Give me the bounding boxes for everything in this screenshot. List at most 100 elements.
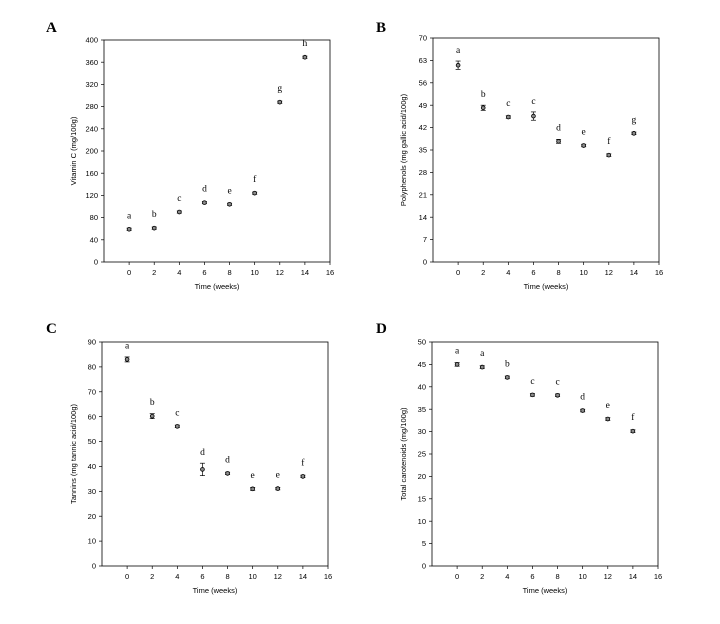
data-point <box>149 413 155 419</box>
y-tick-label: 35 <box>418 405 426 414</box>
x-tick-label: 12 <box>274 572 282 581</box>
y-tick-label: 25 <box>418 450 426 459</box>
x-axis-title: Time (weeks) <box>523 586 568 595</box>
y-tick-label: 20 <box>88 512 96 521</box>
plot-frame <box>101 341 329 567</box>
y-tick-label: 42 <box>419 123 427 132</box>
y-tick-label: 56 <box>419 78 427 87</box>
significance-letter: g <box>632 115 637 125</box>
x-tick-label: 0 <box>125 572 129 581</box>
significance-letter: a <box>125 341 130 351</box>
y-axis-title: Vitamin C (mg/100g) <box>69 116 78 185</box>
significance-letter: e <box>276 471 280 481</box>
data-point <box>177 209 182 215</box>
y-tick-label: 400 <box>85 36 98 45</box>
significance-letter: d <box>556 123 561 133</box>
panel-letter: B <box>376 20 386 36</box>
significance-letter: c <box>175 408 179 418</box>
y-tick-label: 80 <box>90 213 98 222</box>
data-point <box>124 357 130 362</box>
significance-letter: d <box>580 393 585 403</box>
data-point <box>250 486 255 492</box>
y-tick-label: 50 <box>418 338 426 347</box>
x-tick-label: 2 <box>150 572 154 581</box>
significance-letter: e <box>251 471 255 481</box>
x-tick-label: 14 <box>299 572 307 581</box>
significance-letter: c <box>177 194 181 204</box>
x-axis-title: Time (weeks) <box>524 282 569 291</box>
y-tick-label: 5 <box>422 539 426 548</box>
panel-letter: C <box>46 321 57 337</box>
x-tick-label: 6 <box>530 572 534 581</box>
panel-b: B 0 7 14 21 28 35 42 49 56 63 70 0 2 4 6 8 10 12 14 16 Time (… <box>376 20 663 291</box>
y-tick-label: 49 <box>419 101 427 110</box>
significance-letter: d <box>200 448 205 458</box>
significance-letter: b <box>152 210 157 220</box>
data-point <box>630 428 636 434</box>
significance-letter: a <box>455 346 460 356</box>
data-point <box>605 416 611 422</box>
significance-letter: f <box>631 412 635 423</box>
x-tick-label: 8 <box>227 268 231 277</box>
significance-letter: e <box>227 186 231 196</box>
significance-letter: c <box>530 377 534 387</box>
y-tick-label: 63 <box>419 56 427 65</box>
significance-letter: a <box>456 46 461 56</box>
x-tick-label: 14 <box>629 572 637 581</box>
significance-letter: d <box>225 455 230 465</box>
significance-letter: f <box>253 174 257 185</box>
x-tick-label: 14 <box>301 268 309 277</box>
x-tick-label: 10 <box>248 572 256 581</box>
significance-letter: b <box>505 359 510 369</box>
data-point <box>556 139 561 144</box>
x-tick-label: 16 <box>655 268 663 277</box>
panel-a: A 0 40 80 120 160 200 240 280 320 360 400 0 2 4 6 8 10 12 1… <box>46 20 334 291</box>
y-axis-title: Total carotenoids (mg/100g) <box>399 407 408 500</box>
significance-letter: c <box>531 97 535 107</box>
x-tick-label: 16 <box>326 268 334 277</box>
data-point <box>505 375 510 380</box>
significance-letter: g <box>277 84 282 94</box>
data-point <box>175 424 180 429</box>
y-tick-label: 80 <box>88 362 96 371</box>
data-point <box>506 114 511 120</box>
x-tick-label: 4 <box>505 572 509 581</box>
y-tick-label: 14 <box>419 213 427 222</box>
significance-letter: f <box>607 136 611 147</box>
x-tick-label: 16 <box>324 572 332 581</box>
x-tick-label: 0 <box>456 268 460 277</box>
y-tick-label: 0 <box>422 562 426 571</box>
data-point <box>480 105 486 111</box>
data-point <box>531 113 536 119</box>
y-tick-label: 200 <box>85 147 98 156</box>
y-tick-label: 28 <box>419 168 427 177</box>
x-tick-label: 4 <box>506 268 510 277</box>
x-tick-label: 12 <box>276 268 284 277</box>
data-point <box>479 364 485 370</box>
x-tick-label: 12 <box>605 268 613 277</box>
x-tick-label: 6 <box>531 268 535 277</box>
significance-letter: b <box>481 90 486 100</box>
x-tick-label: 2 <box>481 268 485 277</box>
y-tick-label: 90 <box>88 338 96 347</box>
y-tick-label: 40 <box>90 235 98 244</box>
x-tick-label: 2 <box>152 268 156 277</box>
x-tick-label: 0 <box>455 572 459 581</box>
panel-letter: A <box>46 20 57 36</box>
data-point <box>300 474 306 479</box>
y-tick-label: 70 <box>419 34 427 43</box>
x-tick-label: 0 <box>127 268 131 277</box>
x-tick-label: 8 <box>225 572 229 581</box>
y-tick-label: 60 <box>88 412 96 421</box>
x-tick-label: 10 <box>250 268 258 277</box>
data-point <box>581 143 586 148</box>
plot-frame <box>431 341 659 567</box>
data-point <box>252 190 257 196</box>
data-point <box>275 486 281 491</box>
y-tick-label: 21 <box>419 190 427 199</box>
x-tick-label: 16 <box>654 572 662 581</box>
data-point <box>277 99 283 105</box>
x-tick-label: 6 <box>200 572 204 581</box>
x-tick-label: 10 <box>579 268 587 277</box>
